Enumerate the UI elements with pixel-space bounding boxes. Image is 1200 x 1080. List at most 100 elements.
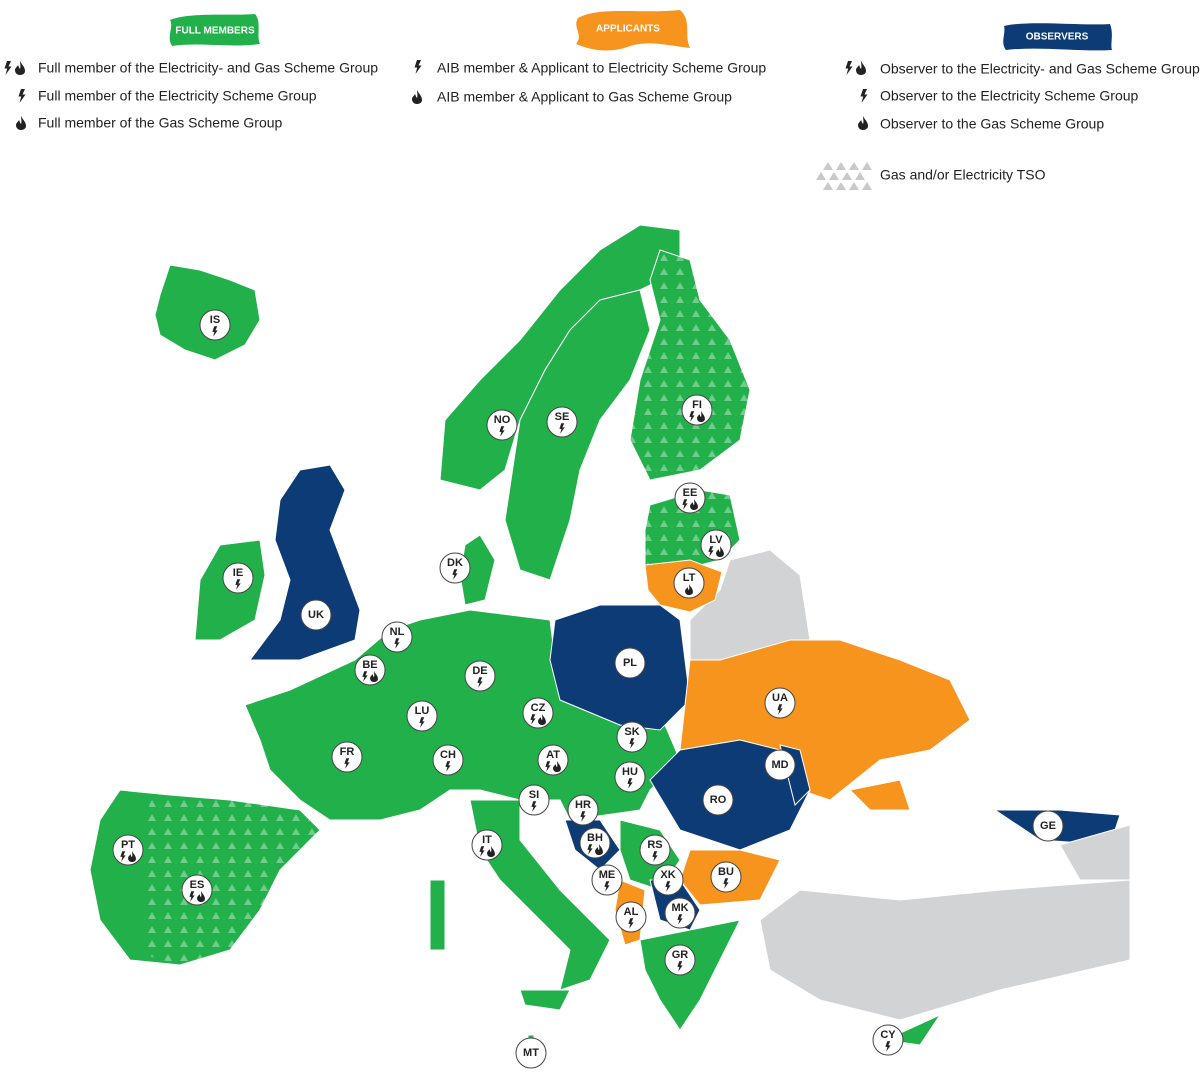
country-marker: EE [674,482,706,514]
country-code: EE [683,487,698,499]
country-code: MK [671,902,688,914]
country-code: LU [415,705,430,717]
country-marker: BE [354,654,386,686]
country-code: CH [440,749,456,761]
country-code: BH [587,832,603,844]
marker-circle [639,834,671,866]
legend: FULL MEMBERS Full member of the Electric… [4,10,1200,190]
legend-item: AIB member & Applicant to Electricity Sc… [437,60,766,76]
country-marker: SE [546,406,578,438]
marker-circle [872,1024,904,1056]
marker-circle [710,861,742,893]
marker-circle [591,864,623,896]
marker-circle [518,784,550,816]
country-marker: GR [664,944,696,976]
country-marker: FI [681,394,713,426]
legend-item: Observer to the Electricity- and Gas Sch… [880,61,1200,77]
country-code: SK [624,726,639,738]
country-marker: RO [702,784,734,816]
legend-title: FULL MEMBERS [175,26,255,37]
marker-circle [199,309,231,341]
legend-item: Gas and/or Electricity TSO [880,167,1046,183]
legend-item: Full member of the Electricity Scheme Gr… [38,88,317,104]
country-code: LT [683,572,696,584]
country-marker: MK [664,897,696,929]
country-marker: CH [432,744,464,776]
marker-circle [439,552,471,584]
country-code: PL [623,657,637,669]
country-marker: NL [381,621,413,653]
country-code: PT [121,839,135,851]
legend-title: APPLICANTS [596,24,660,35]
legend-item: AIB member & Applicant to Gas Scheme Gro… [437,89,732,105]
marker-circle [652,864,684,896]
marker-circle [486,409,518,441]
country-code: SE [555,411,570,423]
country-code: UK [308,609,324,621]
country-code: NO [494,414,511,426]
legend-title: OBSERVERS [1026,32,1089,43]
country-code: HR [575,799,591,811]
marker-circle [222,562,254,594]
marker-circle [406,700,438,732]
legend-item: Observer to the Gas Scheme Group [880,116,1104,132]
country-marker: SK [616,721,648,753]
country-marker: IS [199,309,231,341]
marker-circle [546,406,578,438]
country-code: BU [718,866,734,878]
marker-circle [432,744,464,776]
country-marker: IE [222,562,254,594]
marker-circle [464,660,496,692]
legend-badge [576,10,690,51]
country-marker: NO [486,409,518,441]
legend-item: Full member of the Electricity- and Gas … [38,60,378,76]
country-code: IE [233,567,243,579]
country-code: CZ [531,702,546,714]
country-marker: HU [614,761,646,793]
marker-circle [664,897,696,929]
country-code: IT [482,834,492,846]
country-marker: MT [515,1037,547,1069]
marker-circle [664,944,696,976]
country-marker: MD [764,749,796,781]
country-code: ME [599,869,616,881]
country-code: MT [523,1047,539,1059]
country-marker: XK [652,864,684,896]
country-marker: HR [567,794,599,826]
country-code: AT [546,749,560,761]
map-shapes [89,224,1131,1046]
country-code: GE [1040,820,1056,832]
marker-circle [614,647,646,679]
country-marker: BU [710,861,742,893]
country-marker: CY [872,1024,904,1056]
country-code: LV [709,534,723,546]
country-code: ES [190,879,205,891]
country-marker: AL [615,901,647,933]
legend-item: Observer to the Electricity Scheme Group [880,88,1139,104]
country-code: FI [692,399,702,411]
country-marker: LT [673,567,705,599]
country-marker: UK [300,599,332,631]
country-code: RS [647,839,662,851]
country-marker: CZ [522,697,554,729]
country-code: UA [772,692,788,704]
country-marker: IT [471,829,503,861]
marker-circle [1032,810,1064,842]
marker-circle [300,599,332,631]
country-code: NL [390,626,405,638]
country-code: CY [880,1029,896,1041]
country-code: GR [672,949,689,961]
country-markers: IS NO SE FI EE LV LT DK IE UK NL BE DE PL CZ LU UA SK FR CH… [112,309,1064,1069]
marker-circle [673,567,705,599]
country-code: AL [624,906,639,918]
marker-circle [515,1037,547,1069]
country-marker: DE [464,660,496,692]
country-marker: AT [537,744,569,776]
legend-badge [169,14,260,46]
country-marker: ES [181,874,213,906]
country-marker: RS [639,834,671,866]
marker-circle [614,761,646,793]
country-code: HU [622,766,638,778]
marker-circle [764,749,796,781]
